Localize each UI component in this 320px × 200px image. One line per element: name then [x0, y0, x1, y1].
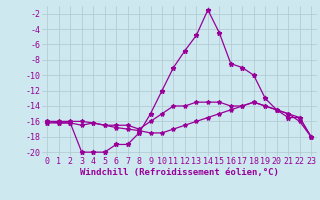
- X-axis label: Windchill (Refroidissement éolien,°C): Windchill (Refroidissement éolien,°C): [80, 168, 279, 177]
